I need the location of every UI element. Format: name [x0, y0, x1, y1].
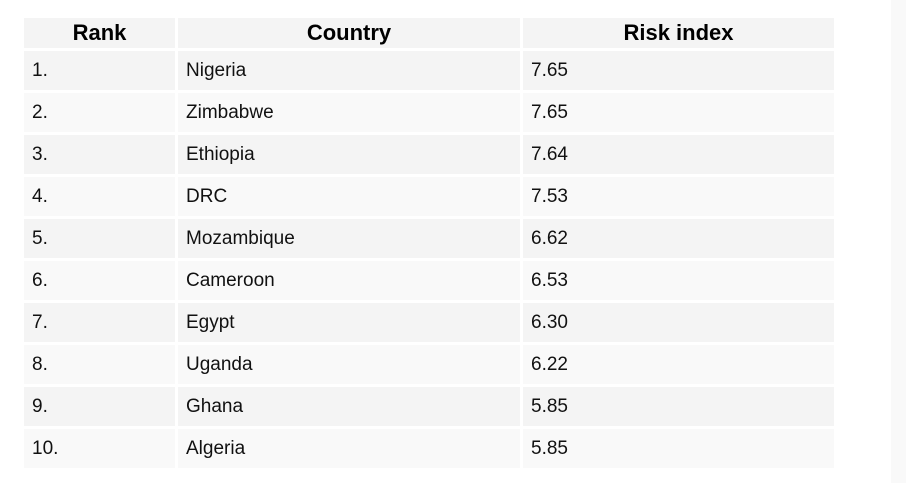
- country-cell: Uganda: [178, 345, 520, 384]
- country-cell: Cameroon: [178, 261, 520, 300]
- table-row: 4. DRC 7.53: [24, 177, 834, 216]
- risk-index-cell: 7.53: [523, 177, 834, 216]
- risk-index-cell: 6.62: [523, 219, 834, 258]
- table-row: 2. Zimbabwe 7.65: [24, 93, 834, 132]
- rank-cell: 2.: [24, 93, 175, 132]
- country-cell: Ethiopia: [178, 135, 520, 174]
- rank-cell: 6.: [24, 261, 175, 300]
- table-row: 5. Mozambique 6.62: [24, 219, 834, 258]
- scrollbar[interactable]: [891, 0, 906, 483]
- rank-cell: 5.: [24, 219, 175, 258]
- rank-cell: 10.: [24, 429, 175, 468]
- table-row: 8. Uganda 6.22: [24, 345, 834, 384]
- table-row: 6. Cameroon 6.53: [24, 261, 834, 300]
- table-row: 7. Egypt 6.30: [24, 303, 834, 342]
- header-row: Rank Country Risk index: [24, 18, 834, 48]
- country-cell: Egypt: [178, 303, 520, 342]
- header-risk-index: Risk index: [523, 18, 834, 48]
- risk-index-cell: 5.85: [523, 387, 834, 426]
- risk-index-cell: 6.53: [523, 261, 834, 300]
- rank-cell: 7.: [24, 303, 175, 342]
- country-cell: Mozambique: [178, 219, 520, 258]
- rank-cell: 9.: [24, 387, 175, 426]
- risk-index-cell: 6.30: [523, 303, 834, 342]
- country-cell: Nigeria: [178, 51, 520, 90]
- rank-cell: 4.: [24, 177, 175, 216]
- risk-index-cell: 6.22: [523, 345, 834, 384]
- risk-index-cell: 7.65: [523, 93, 834, 132]
- table-row: 9. Ghana 5.85: [24, 387, 834, 426]
- table-row: 1. Nigeria 7.65: [24, 51, 834, 90]
- header-rank: Rank: [24, 18, 175, 48]
- risk-table: Rank Country Risk index 1. Nigeria 7.65 2. Z…: [21, 15, 837, 471]
- risk-index-cell: 5.85: [523, 429, 834, 468]
- country-cell: DRC: [178, 177, 520, 216]
- rank-cell: 1.: [24, 51, 175, 90]
- country-cell: Algeria: [178, 429, 520, 468]
- table-row: 10. Algeria 5.85: [24, 429, 834, 468]
- risk-index-cell: 7.64: [523, 135, 834, 174]
- risk-index-cell: 7.65: [523, 51, 834, 90]
- table-row: 3. Ethiopia 7.64: [24, 135, 834, 174]
- rank-cell: 3.: [24, 135, 175, 174]
- rank-cell: 8.: [24, 345, 175, 384]
- country-cell: Ghana: [178, 387, 520, 426]
- country-cell: Zimbabwe: [178, 93, 520, 132]
- header-country: Country: [178, 18, 520, 48]
